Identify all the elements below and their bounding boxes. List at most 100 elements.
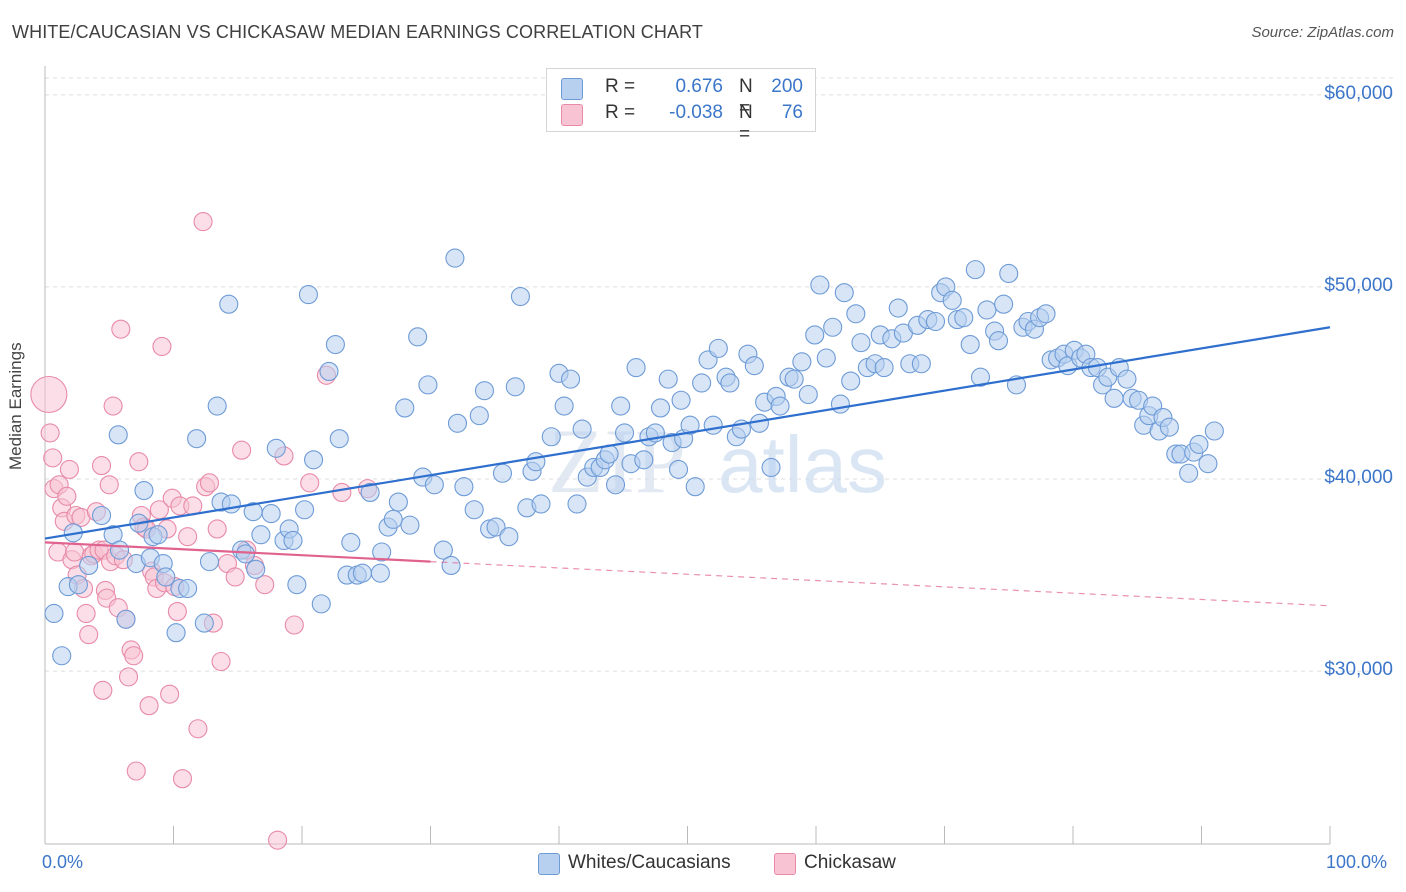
whites-point: [221, 494, 241, 514]
chickasaw-point: [284, 615, 304, 635]
y-tick-label: $30,000: [1324, 659, 1393, 681]
bottom-legend-label: Whites/Caucasians: [568, 852, 731, 873]
chickasaw-point: [129, 452, 149, 472]
x-tick-label-min: 0.0%: [42, 852, 84, 872]
whites-point: [505, 377, 525, 397]
chickasaw-point: [211, 651, 231, 672]
whites-point: [888, 298, 908, 318]
whites-point: [761, 457, 781, 478]
bottom-swatch-chickasaw: [774, 853, 796, 875]
chickasaw-point: [225, 567, 245, 587]
whites-point: [1198, 454, 1218, 474]
legend-n-label: N =: [739, 102, 753, 145]
whites-point: [668, 459, 689, 479]
whites-point: [1159, 417, 1179, 437]
chickasaw-point: [268, 830, 288, 850]
whites-point: [605, 475, 626, 495]
whites-points: [44, 248, 1224, 666]
whites-point: [561, 369, 581, 389]
whites-point: [977, 300, 997, 320]
whites-point: [370, 563, 390, 583]
whites-point: [266, 438, 286, 458]
whites-point: [109, 540, 130, 560]
whites-point: [134, 480, 154, 501]
whites-point: [911, 354, 931, 374]
watermark-zip: ZIP: [548, 410, 686, 512]
whites-point: [744, 356, 764, 376]
whites-point: [219, 294, 239, 314]
whites-point: [720, 373, 740, 393]
correlation-legend: R = 0.676 N = 200 R = -0.038 N = 76: [546, 68, 816, 145]
whites-point: [708, 338, 728, 358]
whites-point: [187, 429, 207, 449]
whites-point: [942, 290, 962, 310]
whites-point: [1104, 388, 1124, 408]
chart-title: WHITE/CAUCASIAN VS CHICKASAW MEDIAN EARN…: [12, 22, 703, 42]
whites-point: [846, 304, 866, 324]
whites-point: [650, 398, 671, 418]
bottom-swatch-whites: [538, 853, 560, 875]
whites-point: [999, 263, 1019, 284]
whites-point: [626, 358, 646, 378]
whites-point: [671, 390, 691, 410]
legend-n-label: N =: [739, 76, 753, 119]
whites-point: [792, 352, 812, 372]
chickasaw-point: [103, 396, 123, 416]
whites-point: [749, 413, 770, 433]
whites-point: [325, 334, 345, 355]
whites-point: [469, 406, 489, 426]
chickasaw-point: [126, 761, 146, 781]
whites-point: [798, 384, 818, 405]
whites-point: [433, 540, 453, 560]
whites-point: [816, 348, 836, 368]
whites-point: [486, 517, 506, 537]
whites-point: [454, 477, 474, 497]
whites-point: [805, 325, 825, 345]
trend-lines: [44, 326, 1331, 607]
whites-point: [531, 494, 551, 514]
whites-point: [251, 525, 271, 545]
whites-point: [79, 555, 99, 576]
whites-point: [44, 603, 64, 624]
whites-point: [680, 415, 700, 435]
chickasaw-point: [207, 519, 227, 539]
whites-point: [611, 396, 631, 416]
chickasaw-point: [43, 448, 63, 468]
whites-point: [178, 578, 198, 599]
legend-n-value: 76: [781, 102, 803, 123]
whites-point: [499, 527, 519, 547]
chickasaw-point: [178, 527, 198, 547]
chickasaw-point: [300, 473, 320, 493]
whites-point: [445, 248, 465, 268]
chickasaw-point: [111, 319, 131, 339]
whites-point: [841, 371, 861, 391]
whites-point: [474, 381, 495, 401]
whites-point: [329, 429, 349, 449]
whites-point: [994, 294, 1014, 314]
whites-point: [567, 494, 587, 514]
whites-point: [526, 452, 546, 472]
whites-point: [295, 500, 315, 520]
chickasaw-point: [93, 680, 113, 700]
whites-point: [116, 609, 136, 629]
chickasaw-point: [30, 375, 68, 414]
whites-point: [418, 375, 438, 395]
whites-point: [492, 463, 513, 483]
whites-point: [52, 646, 72, 666]
chickasaw-point: [79, 625, 99, 645]
chickasaw-point: [57, 486, 77, 506]
chickasaw-point: [160, 684, 180, 704]
whites-point: [424, 475, 444, 495]
whites-point: [830, 394, 850, 414]
legend-r-label: R =: [605, 102, 636, 123]
legend-r-value: -0.038: [669, 102, 723, 123]
legend-r-label: R =: [605, 76, 636, 97]
whites-point: [108, 425, 128, 445]
whites-point: [658, 369, 678, 389]
chickasaw-trend-dashed: [430, 561, 1331, 607]
whites-point: [304, 450, 324, 470]
chickasaw-point: [59, 459, 79, 479]
chickasaw-point: [332, 482, 352, 503]
whites-point: [965, 260, 985, 280]
